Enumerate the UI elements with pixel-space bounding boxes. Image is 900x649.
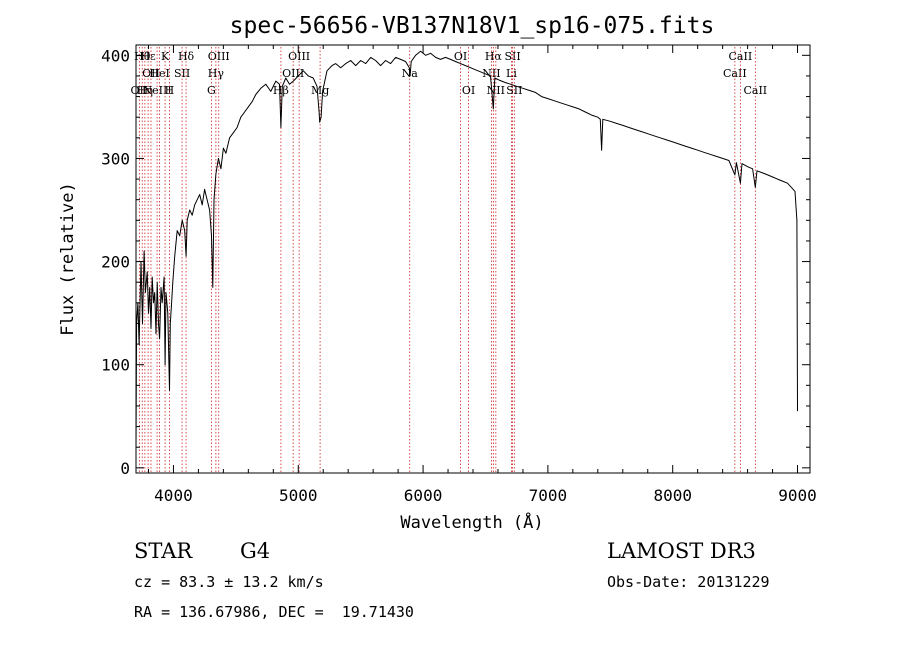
line-marker-label-12: Hγ <box>208 67 225 80</box>
y-tick-label-0: 0 <box>120 459 130 478</box>
y-tick-label-3: 300 <box>101 149 130 168</box>
line-marker-label-6: HeI <box>149 67 169 80</box>
spectrum-line-0 <box>135 50 798 448</box>
line-marker-label-9: SII <box>174 67 190 80</box>
line-marker-label-11: G <box>207 84 216 97</box>
x-tick-label-1: 5000 <box>279 486 318 505</box>
line-marker-label-13: OIII <box>208 50 230 63</box>
chart-title: spec-56656-VB137N18V1_sp16-075.fits <box>230 13 715 39</box>
line-markers: OIIHθHηHεOIINeIIIHeIKHSIIHδGHγOIIIHβOIII… <box>131 47 767 473</box>
line-marker-label-8: H <box>165 84 175 97</box>
line-marker-label-23: NII <box>487 84 505 97</box>
y-tick-label-2: 200 <box>101 253 130 272</box>
line-marker-label-0: OII <box>131 84 149 97</box>
line-marker-label-7: K <box>161 50 170 63</box>
survey-name: LAMOST DR3 <box>607 539 756 563</box>
line-marker-label-14: Hβ <box>273 84 289 97</box>
line-marker-label-29: CaII <box>743 84 767 97</box>
line-marker-label-5: NeIII <box>143 84 172 97</box>
y-tick-label-4: 400 <box>101 46 130 65</box>
y-tick-label-1: 100 <box>101 356 130 375</box>
line-marker-label-4: OII <box>142 67 160 80</box>
observation-date: Obs-Date: 20131229 <box>607 573 770 591</box>
coordinates: RA = 136.67986, DEC = 19.71430 <box>134 603 414 621</box>
x-axis-label: Wavelength (Å) <box>400 511 543 533</box>
line-marker-label-2: Hη <box>137 84 153 97</box>
plot-frame <box>135 44 811 474</box>
line-marker-label-10: Hδ <box>178 50 195 63</box>
object-class: STAR <box>134 539 193 563</box>
line-marker-label-19: OI <box>454 50 467 63</box>
line-marker-label-17: Mg <box>311 84 329 97</box>
line-marker-label-1: Hθ <box>134 50 151 63</box>
line-marker-label-27: CaII <box>723 67 747 80</box>
line-marker-label-21: NII <box>482 67 500 80</box>
x-tick-label-5: 9000 <box>778 486 817 505</box>
line-marker-label-20: OI <box>462 84 475 97</box>
spectrum-series <box>135 50 798 448</box>
line-marker-label-24: Li <box>506 67 517 80</box>
x-tick-label-4: 8000 <box>653 486 692 505</box>
x-axis-ticks: 4000 5000 6000 7000 8000 9000 <box>147 45 817 505</box>
x-tick-label-0: 4000 <box>154 486 193 505</box>
y-axis-label: Flux (relative) <box>58 182 78 336</box>
x-tick-label-3: 7000 <box>529 486 568 505</box>
object-subclass: G4 <box>240 539 271 563</box>
line-marker-label-25: SII <box>504 50 520 63</box>
line-marker-label-28: CaII <box>729 50 753 63</box>
line-marker-label-22: Hα <box>485 50 503 63</box>
redshift-cz: cz = 83.3 ± 13.2 km/s <box>134 573 324 591</box>
y-axis-ticks: 0 100 200 300 400 <box>101 46 810 478</box>
line-marker-label-16: OIII <box>288 50 310 63</box>
line-marker-label-3: Hε <box>140 50 156 63</box>
line-marker-label-15: OIII <box>282 67 304 80</box>
x-tick-label-2: 6000 <box>404 486 443 505</box>
